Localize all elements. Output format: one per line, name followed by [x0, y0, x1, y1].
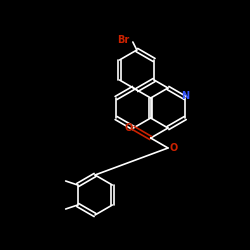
Text: N: N: [181, 91, 190, 101]
Text: Br: Br: [117, 35, 129, 45]
Text: O: O: [170, 143, 178, 153]
Text: O: O: [124, 123, 132, 133]
